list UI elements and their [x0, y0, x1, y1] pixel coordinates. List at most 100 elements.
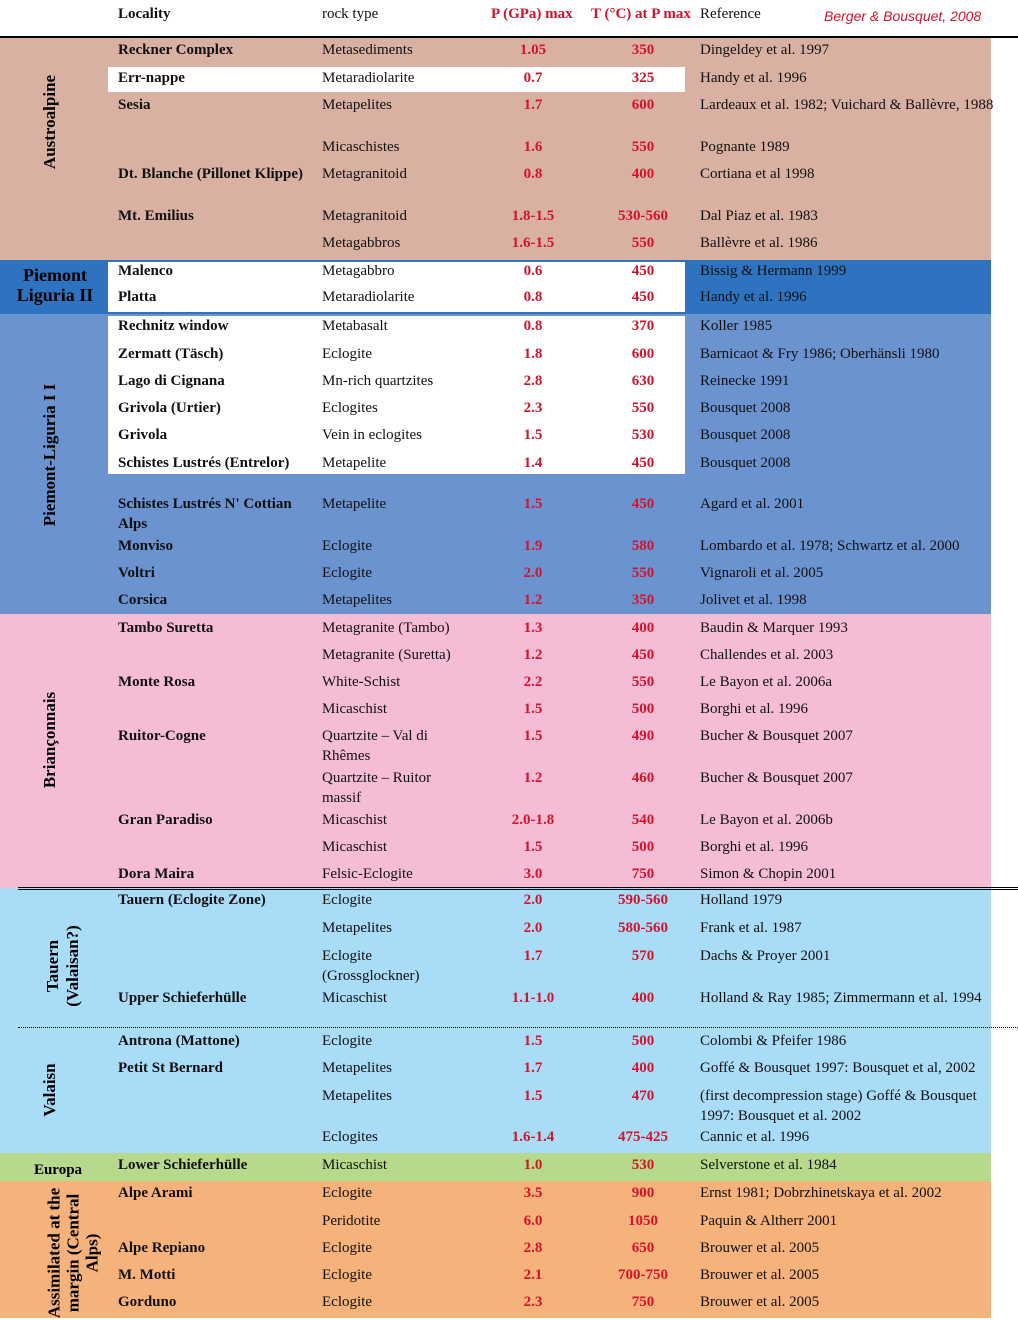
p-max-cell: 0.7 [523, 70, 543, 86]
reference-cell: Bucher & Bousquet 2007 [700, 728, 853, 744]
p-max-cell: 1.0 [523, 1157, 543, 1173]
t-at-p-max-cell: 1050 [628, 1213, 658, 1229]
reference-cell: Dingeldey et al. 1997 [700, 42, 830, 58]
reference-cell: Ballèvre et al. 1986 [700, 235, 818, 251]
rock-type-cell: Metagabbro [322, 263, 395, 279]
rock-type-cell: Eclogite [322, 565, 372, 581]
p-max-cell: 0.8 [523, 318, 543, 334]
reference-cell: Pognante 1989 [700, 139, 790, 155]
p-max-cell: 2.3 [523, 1294, 543, 1310]
reference-cell: Ernst 1981; Dobrzhinetskaya et al. 2002 [700, 1185, 942, 1201]
locality-cell: Err-nappe [118, 70, 185, 86]
p-max-cell: 1.7 [523, 1060, 543, 1076]
rock-type-cell: Metagranite (Suretta) [322, 647, 451, 663]
locality-cell: Gorduno [118, 1294, 177, 1310]
locality-cell: Alpe Repiano [118, 1240, 206, 1256]
rock-type-cell: Metapelites [322, 592, 392, 608]
reference-cell: Goffé & Bousquet 1997: Bousquet et al, 2… [700, 1060, 976, 1076]
p-max-cell: 1.5 [523, 1088, 543, 1104]
p-max-cell: 1.1-1.0 [511, 990, 555, 1006]
group-label-piemont-liguria-i: Piemont-Liguria I I [40, 383, 59, 527]
p-max-cell: 2.3 [523, 400, 543, 416]
reference-cell: Handy et al. 1996 [700, 289, 807, 305]
header-p-max: P (GPa) max [491, 6, 573, 22]
t-at-p-max-cell: 460 [631, 770, 655, 786]
p-max-cell: 1.5 [523, 427, 543, 443]
p-max-cell: 1.2 [523, 770, 543, 786]
p-max-cell: 1.6 [523, 139, 543, 155]
rock-type-cell: Eclogite [322, 1185, 372, 1201]
locality-cell: Schistes Lustrés (Entrelor) [118, 455, 290, 471]
rock-type-cell: Micaschist [322, 1157, 387, 1173]
highlight-box-err-nappe [108, 67, 685, 92]
reference-cell: (first decompression stage) Goffé & Bous… [700, 1088, 977, 1124]
rock-type-cell: Quartzite – Ruitor massif [322, 770, 432, 806]
reference-cell: Lardeaux et al. 1982; Vuichard & Ballèvr… [700, 97, 994, 113]
t-at-p-max-cell: 540 [631, 812, 655, 828]
locality-cell: Monte Rosa [118, 674, 196, 690]
t-at-p-max-cell: 400 [631, 166, 655, 182]
reference-cell: Colombi & Pfeifer 1986 [700, 1033, 847, 1049]
reference-cell: Cortiana et al 1998 [700, 166, 815, 182]
p-max-cell: 1.5 [523, 728, 543, 744]
rock-type-cell: Eclogite [322, 346, 372, 362]
t-at-p-max-cell: 350 [631, 42, 655, 58]
p-max-cell: 2.0 [523, 892, 543, 908]
reference-cell: Frank et al. 1987 [700, 920, 802, 936]
locality-cell: Tauern (Eclogite Zone) [118, 892, 266, 908]
locality-cell: M. Motti [118, 1267, 176, 1283]
t-at-p-max-cell: 570 [631, 948, 655, 964]
rock-type-cell: Micaschist [322, 839, 387, 855]
rock-type-cell: Eclogite [322, 1294, 372, 1310]
header-rule [0, 36, 1018, 38]
p-max-cell: 1.2 [523, 647, 543, 663]
band-assimilated [0, 1181, 991, 1318]
p-max-cell: 1.6-1.4 [511, 1129, 555, 1145]
reference-cell: Selverstone et al. 1984 [700, 1157, 837, 1173]
rock-type-cell: Eclogite [322, 892, 372, 908]
rock-type-cell: Metabasalt [322, 318, 388, 334]
p-max-cell: 2.2 [523, 674, 543, 690]
t-at-p-max-cell: 590-560 [618, 892, 668, 908]
p-max-cell: 1.9 [523, 538, 543, 554]
group-label-piemont-liguria-ii: Piemont Liguria II [16, 265, 94, 305]
rock-type-cell: Mn-rich quartzites [322, 373, 434, 389]
t-at-p-max-cell: 580 [631, 538, 655, 554]
reference-cell: Lombardo et al. 1978; Schwartz et al. 20… [700, 538, 960, 554]
rock-type-cell: Metapelite [322, 496, 387, 512]
rock-type-cell: Metaradiolarite [322, 70, 415, 86]
reference-cell: Vignaroli et al. 2005 [700, 565, 824, 581]
locality-cell: Malenco [118, 263, 173, 279]
t-at-p-max-cell: 530-560 [618, 208, 668, 224]
t-at-p-max-cell: 400 [631, 1060, 655, 1076]
p-max-cell: 2.0 [523, 920, 543, 936]
rock-type-cell: Eclogite [322, 1267, 372, 1283]
reference-cell: Borghi et al. 1996 [700, 839, 809, 855]
p-max-cell: 3.5 [523, 1185, 543, 1201]
reference-cell: Brouwer et al. 2005 [700, 1294, 820, 1310]
highlight-box-piemont-liguria-i [108, 316, 685, 474]
rock-type-cell: Eclogite (Grossglockner) [322, 948, 420, 984]
reference-cell: Handy et al. 1996 [700, 70, 807, 86]
p-max-cell: 1.8 [523, 346, 543, 362]
p-max-cell: 2.0-1.8 [511, 812, 555, 828]
t-at-p-max-cell: 600 [631, 346, 655, 362]
locality-cell: Platta [118, 289, 157, 305]
reference-cell: Reinecke 1991 [700, 373, 790, 389]
t-at-p-max-cell: 550 [631, 565, 655, 581]
locality-cell: Dora Maira [118, 866, 195, 882]
t-at-p-max-cell: 550 [631, 235, 655, 251]
locality-cell: Alpe Arami [118, 1185, 193, 1201]
t-at-p-max-cell: 450 [631, 455, 655, 471]
rock-type-cell: Metagranite (Tambo) [322, 620, 450, 636]
p-max-cell: 2.0 [523, 565, 543, 581]
reference-cell: Bousquet 2008 [700, 455, 791, 471]
rock-type-cell: Metapelites [322, 1060, 392, 1076]
reference-cell: Brouwer et al. 2005 [700, 1240, 820, 1256]
reference-cell: Paquin & Altherr 2001 [700, 1213, 838, 1229]
reference-cell: Bucher & Bousquet 2007 [700, 770, 853, 786]
locality-cell: Gran Paradiso [118, 812, 213, 828]
rock-type-cell: Quartzite – Val di Rhêmes [322, 728, 428, 764]
p-max-cell: 2.8 [523, 373, 543, 389]
citation: Berger & Bousquet, 2008 [824, 8, 982, 24]
